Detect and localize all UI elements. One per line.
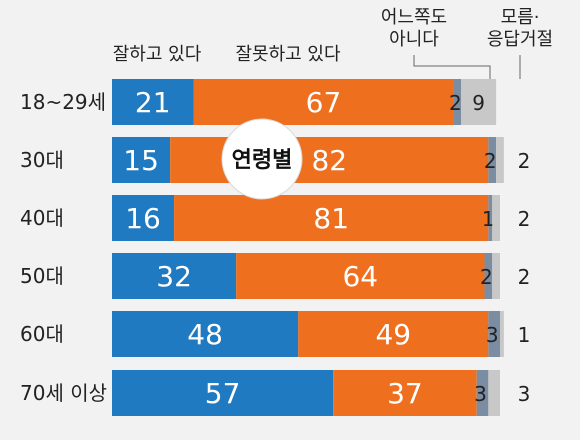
- value-label: 49: [375, 318, 411, 351]
- bar-segment-2: [488, 137, 497, 183]
- value-label: 15: [123, 144, 159, 177]
- value-label: 67: [306, 86, 342, 119]
- legend-label-3-0: 모름·: [501, 7, 540, 28]
- category-label: 18~29세: [20, 90, 106, 114]
- value-label: 2: [518, 149, 531, 173]
- category-label: 30대: [20, 148, 64, 172]
- value-label: 16: [125, 202, 161, 235]
- category-label: 40대: [20, 206, 64, 230]
- bar-segment-1: [174, 195, 489, 241]
- bar-segment-0: [112, 311, 299, 357]
- bar-segment-2: [488, 195, 493, 241]
- bar-segment-0: [112, 79, 194, 125]
- bar-segment-0: [112, 195, 175, 241]
- legend-connector-neutral: [413, 55, 491, 79]
- value-label: 2: [518, 265, 531, 289]
- legend-label-0-0: 잘하고 있다: [113, 44, 202, 65]
- value-label: 82: [311, 144, 347, 177]
- bar-segment-3: [461, 79, 497, 125]
- legend-label-1-0: 잘못하고 있다: [235, 44, 341, 65]
- value-label: 81: [313, 202, 349, 235]
- value-label: 32: [156, 260, 192, 293]
- bar-segment-3: [492, 195, 500, 241]
- value-label: 48: [187, 318, 223, 351]
- bar-segment-3: [492, 253, 500, 299]
- value-label: 2: [480, 265, 493, 289]
- bar-segment-0: [112, 253, 237, 299]
- badge-circle: [221, 118, 303, 200]
- bar-segment-1: [333, 370, 477, 416]
- category-label: 70세 이상: [20, 381, 107, 405]
- value-label: 3: [474, 382, 487, 406]
- badge-label: 연령별: [232, 148, 293, 173]
- bar-segment-3: [488, 370, 500, 416]
- bar-segment-0: [112, 370, 334, 416]
- value-label: 37: [387, 377, 423, 410]
- value-label: 1: [518, 323, 531, 347]
- bar-segment-2: [488, 311, 500, 357]
- value-label: 2: [484, 149, 497, 173]
- value-label: 57: [205, 377, 241, 410]
- value-label: 2: [518, 207, 531, 231]
- bar-segment-1: [298, 311, 489, 357]
- legend-label-2-1: 아니다: [389, 29, 439, 50]
- bar-segment-0: [112, 137, 171, 183]
- value-label: 3: [486, 323, 499, 347]
- category-label: 60대: [20, 322, 64, 346]
- bar-segment-3: [496, 137, 504, 183]
- bar-segment-2: [476, 370, 489, 416]
- category-label: 50대: [20, 264, 64, 288]
- bar-segment-2: [453, 79, 462, 125]
- value-label: 64: [342, 260, 378, 293]
- value-label: 9: [472, 91, 485, 115]
- bar-segment-2: [484, 253, 493, 299]
- value-label: 3: [518, 382, 531, 406]
- bar-segment-1: [193, 79, 454, 125]
- value-label: 2: [449, 91, 462, 115]
- value-label: 21: [135, 86, 171, 119]
- value-label: 1: [482, 207, 495, 231]
- legend-label-3-1: 응답거절: [487, 29, 553, 50]
- bar-segment-1: [236, 253, 485, 299]
- legend-label-2-0: 어느쪽도: [381, 7, 447, 28]
- bar-segment-3: [500, 311, 504, 357]
